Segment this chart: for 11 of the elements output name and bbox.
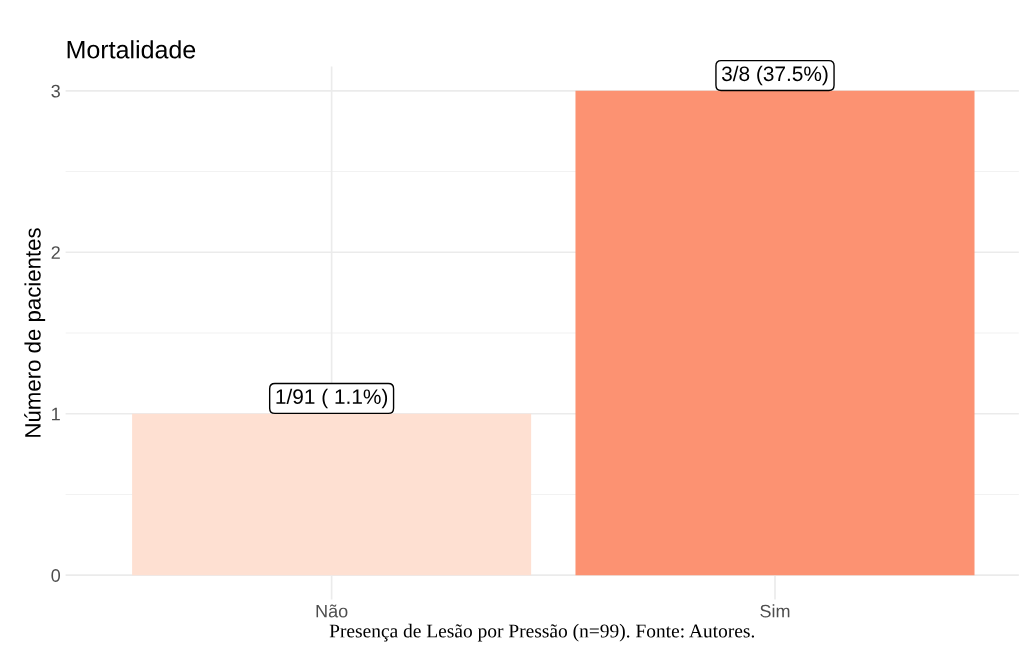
y-tick-label: 3 (51, 84, 60, 98)
x-tick-label: Sim (760, 604, 790, 618)
y-axis-title: Número de pacientes (24, 228, 46, 437)
y-tick-label: 2 (51, 246, 60, 259)
x-axis-title: Presença de Lesão por Pressão (n=99). Fonte: Autores. (329, 623, 755, 642)
data-label: 3/8 (37.5%) (721, 65, 828, 86)
x-tick-label: Não (316, 604, 348, 618)
data-label: 1/91 ( 1.1%) (276, 388, 388, 409)
y-tick-label: 0 (51, 569, 61, 582)
chart-title: Mortalidade (67, 40, 196, 59)
y-tick-label: 1 (52, 407, 60, 421)
